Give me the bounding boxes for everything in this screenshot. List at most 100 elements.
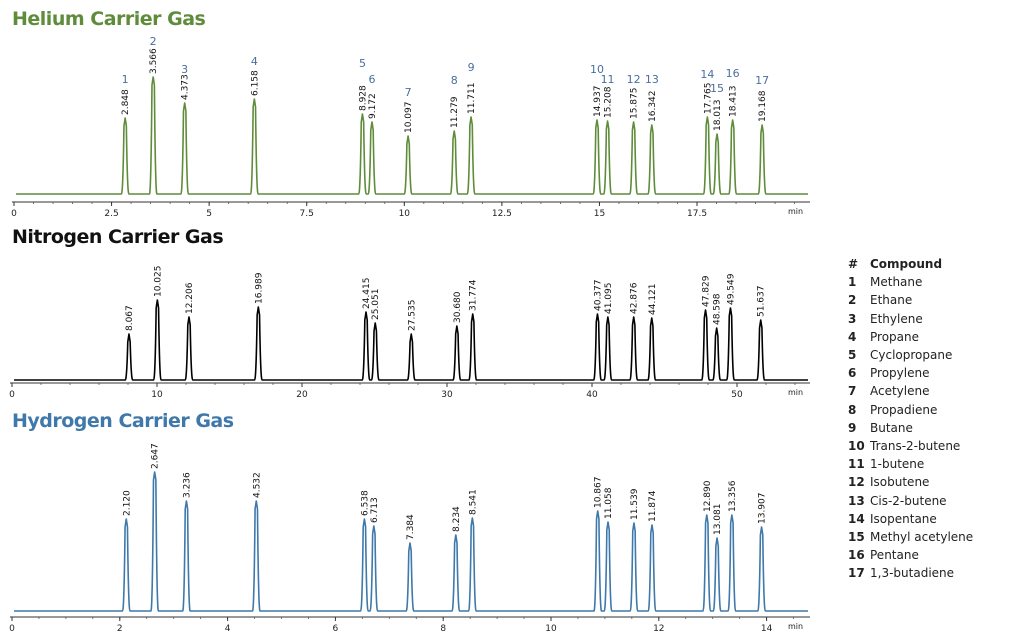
- legend-item-number: 9: [848, 420, 857, 435]
- x-tick-label: 40: [586, 390, 598, 400]
- peak-number-label: 15: [710, 82, 724, 95]
- peak-number-label: 9: [468, 61, 475, 74]
- retention-time-label: 19.168: [758, 90, 768, 122]
- legend-item: 5 Cyclopropane: [848, 346, 973, 364]
- retention-time-label: 31.774: [469, 279, 479, 311]
- hydrogen-panel-title: Hydrogen Carrier Gas: [12, 410, 234, 432]
- legend-item: 16 Pentane: [848, 546, 973, 564]
- legend-item: 10 Trans-2-butene: [848, 437, 973, 455]
- legend-item: 12 Isobutene: [848, 473, 973, 491]
- retention-time-label: 17.765: [703, 83, 713, 115]
- legend-item: 6 Propylene: [848, 364, 973, 382]
- retention-time-label: 8.067: [125, 305, 135, 331]
- legend-item-number: 4: [848, 329, 857, 344]
- retention-time-label: 18.413: [729, 86, 739, 118]
- legend-item-compound: Propylene: [870, 366, 930, 381]
- retention-time-label: 18.013: [713, 100, 723, 132]
- retention-time-label: 12.206: [185, 282, 195, 314]
- x-tick-label: 20: [296, 390, 308, 400]
- legend-item-number: 1: [848, 275, 857, 290]
- retention-time-label: 8.928: [358, 85, 368, 111]
- legend-item-compound: Propadiene: [870, 402, 938, 417]
- peak-number-label: 13: [645, 73, 659, 86]
- retention-time-label: 47.829: [702, 275, 712, 307]
- x-tick-label: 0: [9, 624, 15, 634]
- retention-time-label: 15.208: [604, 86, 614, 118]
- legend-item-compound: Cyclopropane: [870, 348, 953, 363]
- peak-number-label: 14: [700, 68, 714, 81]
- x-tick-label: 10: [151, 390, 163, 400]
- retention-time-label: 16.342: [648, 91, 658, 123]
- retention-time-label: 2.848: [121, 89, 131, 115]
- legend-item-compound: Methyl acetylene: [870, 529, 974, 544]
- chromatogram-trace: [16, 76, 808, 195]
- legend-item-number: 10: [848, 438, 865, 453]
- retention-time-label: 10.025: [153, 266, 163, 298]
- peak-number-label: 11: [601, 73, 615, 86]
- retention-time-label: 49.549: [726, 273, 736, 305]
- retention-time-label: 30.680: [453, 291, 463, 323]
- peak-number-label: 3: [181, 63, 188, 76]
- x-unit-label: min: [788, 622, 803, 631]
- retention-time-label: 10.867: [594, 477, 604, 509]
- retention-time-label: 4.532: [252, 472, 262, 498]
- x-tick-label: 30: [441, 390, 453, 400]
- legend-item-compound: 1-butene: [870, 457, 925, 472]
- legend-item: 7 Acetylene: [848, 382, 973, 400]
- nitrogen-panel-title: Nitrogen Carrier Gas: [12, 226, 224, 248]
- retention-time-label: 7.384: [406, 514, 416, 540]
- chromatogram-trace: [14, 471, 808, 612]
- legend-item-number: 12: [848, 475, 865, 490]
- retention-time-label: 15.875: [630, 88, 640, 120]
- retention-time-label: 6.538: [360, 490, 370, 516]
- legend-item-number: 13: [848, 493, 865, 508]
- retention-time-label: 13.907: [758, 493, 768, 525]
- retention-time-label: 27.535: [407, 300, 417, 332]
- legend-item-compound: Pentane: [870, 548, 919, 563]
- legend-item: 8 Propadiene: [848, 401, 973, 419]
- legend-header-num: #: [848, 257, 859, 272]
- legend-item-compound: Acetylene: [870, 384, 930, 399]
- legend-item-compound: Cis-2-butene: [870, 493, 947, 508]
- peak-number-label: 10: [590, 63, 604, 76]
- peak-number-label: 12: [627, 73, 641, 86]
- peak-number-label: 17: [755, 74, 769, 87]
- x-tick-label: 0: [9, 390, 15, 400]
- x-tick-label: 0: [11, 209, 17, 219]
- peak-number-label: 2: [150, 35, 157, 48]
- legend-item-compound: Ethane: [870, 293, 913, 308]
- legend-item: 1 Methane: [848, 273, 973, 291]
- retention-time-label: 10.097: [404, 102, 414, 134]
- retention-time-label: 11.711: [467, 83, 477, 115]
- retention-time-label: 8.541: [468, 489, 478, 515]
- helium-panel-title: Helium Carrier Gas: [12, 8, 206, 30]
- retention-time-label: 44.121: [648, 284, 658, 316]
- nitrogen-chromatogram: 0 10 20 30 40 50 min 8.067 10.025 12.206 16.989 24.…: [9, 266, 810, 400]
- retention-time-label: 12.890: [703, 480, 713, 512]
- retention-time-label: 3.566: [149, 48, 159, 74]
- x-tick-label: 10: [399, 209, 411, 219]
- retention-time-label: 41.095: [604, 283, 614, 315]
- x-tick-label: 50: [731, 390, 743, 400]
- peak-number-label: 16: [726, 67, 740, 80]
- retention-time-label: 14.937: [593, 86, 603, 118]
- legend-item-number: 17: [848, 566, 865, 581]
- retention-time-label: 9.172: [368, 93, 378, 119]
- x-tick-label: 15: [594, 209, 605, 219]
- legend-item-number: 7: [848, 384, 857, 399]
- x-tick-label: 5: [206, 209, 212, 219]
- retention-time-label: 11.539: [630, 488, 640, 520]
- legend-item-number: 16: [848, 548, 865, 563]
- legend-item: 17 1,3-butadiene: [848, 564, 973, 582]
- retention-time-label: 8.234: [452, 506, 462, 532]
- peak-number-label: 8: [451, 74, 458, 87]
- peak-number-label: 5: [359, 57, 366, 70]
- x-tick-label: 10: [545, 624, 557, 634]
- hydrogen-chromatogram: 0 2 4 6 8 10 12 14 min 2.120 2.647 3.236 4.532 6.538 6…: [9, 443, 810, 634]
- compound-legend: # Compound 1 Methane 2 Ethane 3 Ethylene 4 Prop…: [848, 255, 973, 582]
- retention-time-label: 3.236: [182, 472, 192, 498]
- retention-time-label: 11.279: [450, 96, 460, 128]
- legend-item: 3 Ethylene: [848, 310, 973, 328]
- retention-time-label: 48.598: [713, 293, 723, 325]
- legend-item-number: 15: [848, 529, 865, 544]
